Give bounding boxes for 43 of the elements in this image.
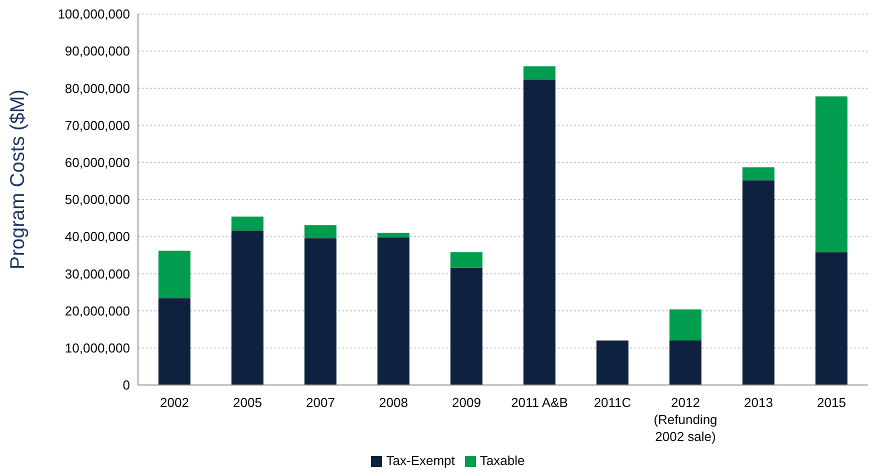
y-tick-label: 90,000,000	[64, 44, 130, 59]
y-tick-label: 0	[122, 378, 130, 393]
bar	[815, 96, 848, 252]
bar	[377, 237, 410, 385]
bar	[231, 216, 264, 231]
bar	[377, 232, 410, 238]
x-tick-label: 2009	[452, 395, 481, 410]
x-tick-label: 2012 (Refunding 2002 sale)	[654, 395, 718, 444]
bar	[158, 298, 190, 385]
legend-label: Taxable	[480, 453, 525, 468]
bar	[304, 225, 336, 238]
y-tick-label: 40,000,000	[64, 229, 130, 244]
bar	[450, 252, 482, 268]
x-tick-label: 2011 A&B	[511, 395, 568, 410]
bar	[523, 80, 556, 385]
y-tick-label: 100,000,000	[58, 6, 130, 22]
x-tick-label: 2002	[160, 395, 189, 410]
y-axis-title: Program Costs ($M)	[7, 89, 30, 270]
y-tick-label: 20,000,000	[64, 303, 130, 318]
x-tick-label: 2007	[306, 395, 335, 410]
bar	[596, 340, 628, 385]
bar	[523, 66, 556, 80]
y-tick-label: 60,000,000	[64, 155, 130, 170]
x-tick-label: 2008	[379, 395, 408, 410]
bar	[231, 230, 264, 385]
bar	[815, 252, 848, 385]
bar	[742, 180, 774, 385]
bar	[669, 309, 702, 340]
y-tick-label: 80,000,000	[64, 80, 130, 96]
bar	[304, 238, 336, 385]
y-tick-label: 50,000,000	[64, 192, 130, 208]
y-tick-label: 10,000,000	[64, 340, 130, 356]
bar	[158, 250, 190, 298]
x-tick-label: 2013	[744, 395, 773, 410]
x-tick-label: 2005	[233, 395, 262, 410]
legend-label: Tax-Exempt	[386, 453, 455, 468]
x-tick-label: 2015	[817, 395, 846, 410]
x-tick-label: 2011C	[594, 395, 632, 410]
bar	[450, 268, 482, 385]
bar	[669, 340, 702, 385]
y-tick-label: 70,000,000	[64, 118, 130, 133]
y-tick-label: 30,000,000	[64, 266, 130, 282]
bar	[742, 167, 774, 180]
